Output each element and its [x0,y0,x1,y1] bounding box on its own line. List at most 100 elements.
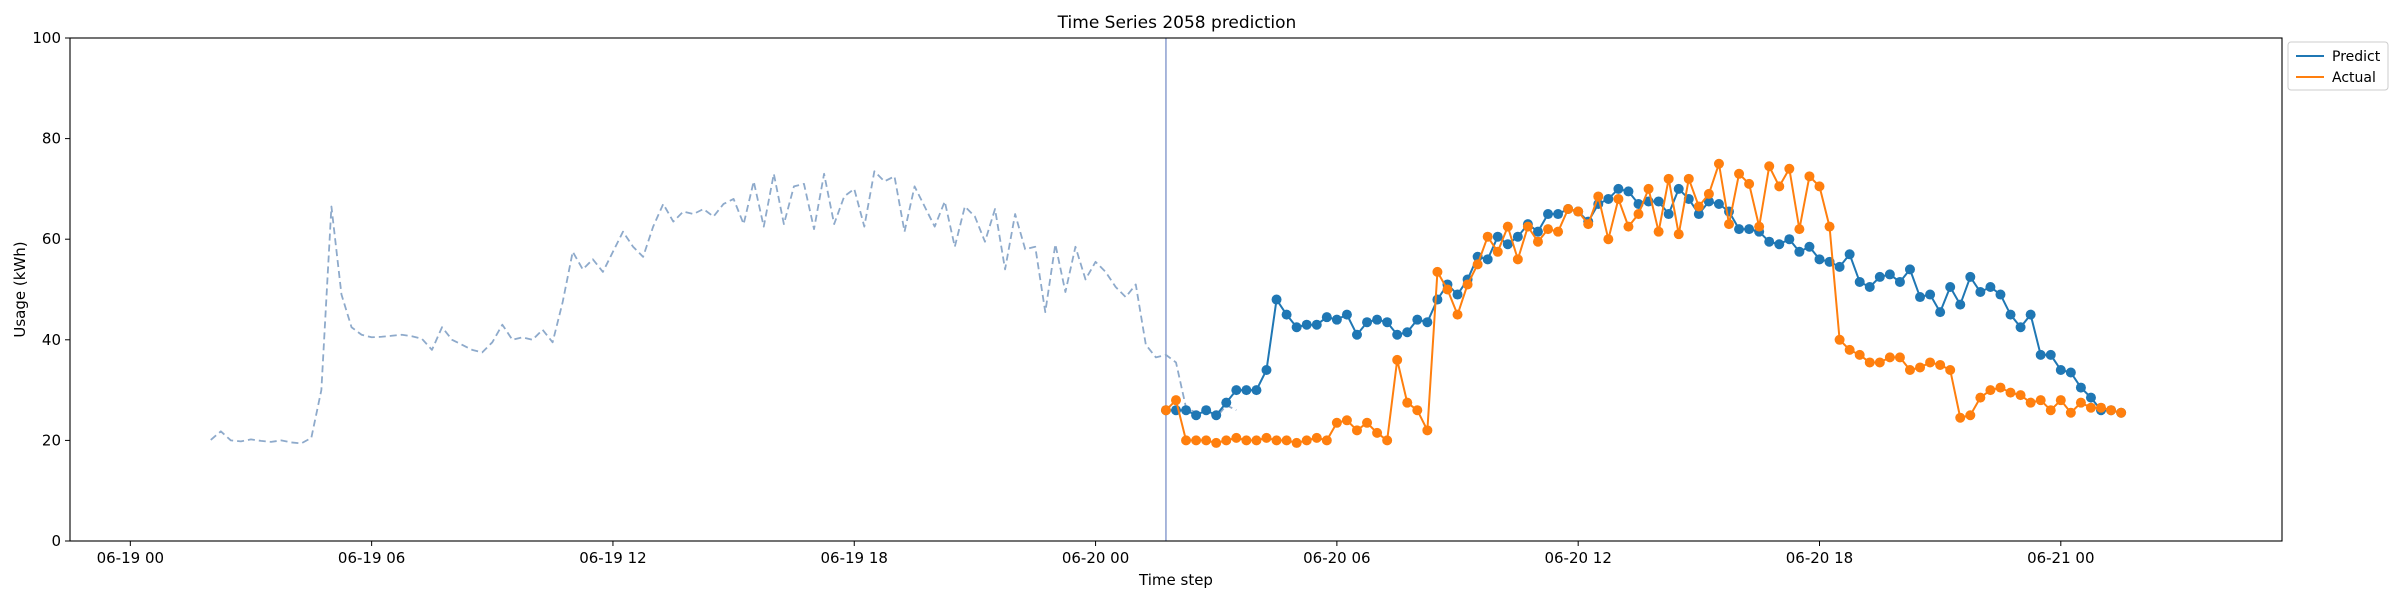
actual-point [1673,229,1684,240]
actual-point [1894,352,1905,363]
actual-point [1643,183,1654,194]
x-tick-label: 06-19 06 [338,549,405,567]
predict-point [1311,319,1322,330]
actual-point [1824,221,1835,232]
predict-point [1764,236,1775,247]
predict-point [1673,183,1684,194]
predict-point [1201,405,1212,416]
predict-point [1864,281,1875,292]
actual-point [1975,392,1986,403]
actual-point [1412,405,1423,416]
predict-point [1512,231,1523,242]
actual-point [1171,395,1181,406]
actual-point [1271,435,1282,446]
actual-point [1784,163,1795,174]
actual-point [1482,231,1493,242]
actual-point [1543,224,1554,235]
actual-point [1593,191,1604,202]
predict-point [1422,317,1433,328]
predict-point [1392,329,1403,340]
predict-point [1834,261,1845,272]
actual-point [1583,219,1594,230]
predict-point [1251,385,1262,396]
predict-point [2005,309,2016,320]
actual-point [1603,234,1614,245]
y-tick-label: 0 [51,532,61,550]
predict-point [2045,349,2056,360]
actual-point [1744,178,1755,189]
actual-point [1904,364,1915,375]
predict-point [1492,231,1503,242]
actual-point [1211,437,1222,448]
predict-point [1532,226,1543,237]
predict-point [1975,287,1986,298]
actual-point [1724,219,1734,230]
predict-point [1211,410,1222,421]
predict-point [1985,281,1996,292]
predict-point [1693,209,1704,220]
predict-point [1955,299,1966,310]
actual-point [1653,226,1664,237]
actual-point [1734,168,1745,179]
actual-point [2085,402,2096,413]
actual-point [1754,221,1765,232]
y-tick-label: 100 [32,29,61,47]
predict-point [1543,209,1554,220]
predict-point [1794,246,1805,257]
predict-point [1291,322,1302,333]
predict-point [1452,289,1463,300]
predict-point [1804,241,1815,252]
predict-point [1965,271,1976,282]
predict-point [1271,294,1282,305]
x-tick-label: 06-19 00 [97,549,164,567]
actual-point [1703,188,1714,199]
y-axis: 0 20 40 60 80 100 [32,29,70,550]
legend: Predict Actual [2287,41,2389,91]
actual-point [1181,435,1192,446]
actual-point [1281,435,1292,446]
actual-point [1814,181,1825,192]
predict-point [2055,364,2066,375]
predict-point [1904,264,1915,275]
predict-point [1341,309,1352,320]
actual-point [1351,425,1362,436]
actual-point [1241,435,1252,446]
predict-point [1331,314,1342,325]
actual-point [2005,387,2016,398]
actual-point [1884,352,1895,363]
actual-point [1251,435,1262,446]
x-tick-label: 06-20 12 [1544,549,1611,567]
actual-point [1261,432,1272,443]
actual-point [1432,266,1443,277]
predict-point [1603,193,1614,204]
x-tick-label: 06-19 18 [821,549,888,567]
predict-point [1653,196,1664,207]
actual-point [2096,402,2107,413]
actual-point [2075,397,2086,408]
predict-point [1221,397,1232,408]
actual-point [1613,193,1624,204]
actual-point [2045,405,2056,416]
actual-point [2025,397,2036,408]
actual-point [1372,427,1383,438]
actual-point [2106,405,2117,416]
x-tick-label: 06-19 12 [579,549,646,567]
predict-point [1874,271,1885,282]
predict-point [1362,317,1373,328]
predict-point [1945,281,1956,292]
actual-point [1874,357,1885,368]
predict-point [1734,224,1745,235]
predict-point [1301,319,1312,330]
actual-point [1532,236,1543,247]
predict-point [1995,289,2006,300]
x-tick-label: 06-20 06 [1303,549,1370,567]
actual-point [1794,224,1805,235]
predict-point [1281,309,1292,320]
predict-point [1321,312,1332,323]
actual-point [1522,221,1533,232]
actual-point [1331,417,1342,428]
predict-point [1191,410,1202,421]
plot-area [210,38,2127,541]
predict-point [1925,289,1936,300]
